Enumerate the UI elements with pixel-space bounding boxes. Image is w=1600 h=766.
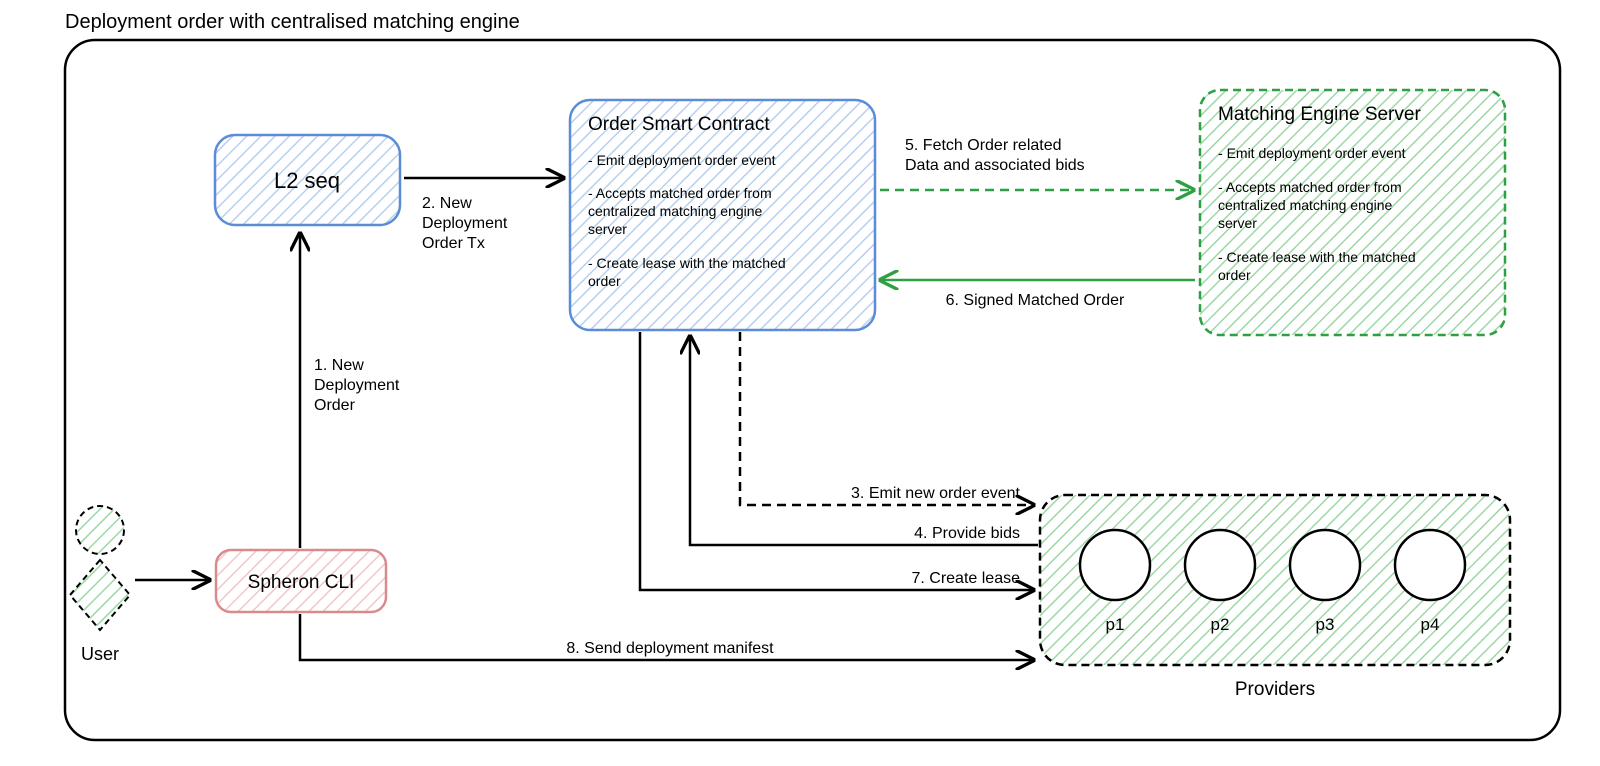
provider-p4-label: p4: [1421, 615, 1440, 634]
edge-7-label: 7. Create lease: [911, 570, 1020, 587]
node-order-contract: Order Smart Contract - Emit deployment o…: [570, 100, 875, 330]
diagram-title: Deployment order with centralised matchi…: [65, 11, 520, 33]
node-matching-engine-title: Matching Engine Server: [1218, 104, 1421, 125]
node-providers-label: Providers: [1235, 679, 1315, 700]
node-matching-engine: Matching Engine Server - Emit deployment…: [1200, 90, 1505, 335]
diagram-canvas: Deployment order with centralised matchi…: [0, 0, 1600, 766]
provider-p2-label: p2: [1211, 615, 1230, 634]
node-spheron-cli: Spheron CLI: [216, 550, 386, 612]
node-spheron-cli-label: Spheron CLI: [248, 572, 355, 593]
node-l2-seq-label: L2 seq: [274, 168, 340, 193]
edge-4-label: 4. Provide bids: [914, 525, 1020, 542]
edge-5-label: 5. Fetch Order related Data and associat…: [905, 137, 1085, 174]
provider-p3-label: p3: [1316, 615, 1335, 634]
node-order-contract-b0: - Emit deployment order event: [588, 152, 776, 168]
edge-1-label: 1. New Deployment Order: [314, 357, 404, 414]
edge-4: [690, 338, 1038, 545]
edge-2-label: 2. New Deployment Order Tx: [422, 195, 512, 252]
node-providers: p1 p2 p3 p4 Providers: [1040, 495, 1510, 700]
edge-6-label: 6. Signed Matched Order: [946, 292, 1125, 309]
edge-3-label: 3. Emit new order event: [851, 485, 1021, 502]
node-l2-seq: L2 seq: [215, 135, 400, 225]
node-order-contract-title: Order Smart Contract: [588, 114, 770, 135]
edge-7: [640, 332, 1032, 590]
edge-3: [740, 332, 1032, 505]
edge-8-label: 8. Send deployment manifest: [566, 640, 774, 657]
actor-user: User: [70, 506, 130, 664]
actor-user-label: User: [81, 644, 119, 664]
node-matching-engine-b0: - Emit deployment order event: [1218, 145, 1406, 161]
provider-p1-label: p1: [1106, 615, 1125, 634]
